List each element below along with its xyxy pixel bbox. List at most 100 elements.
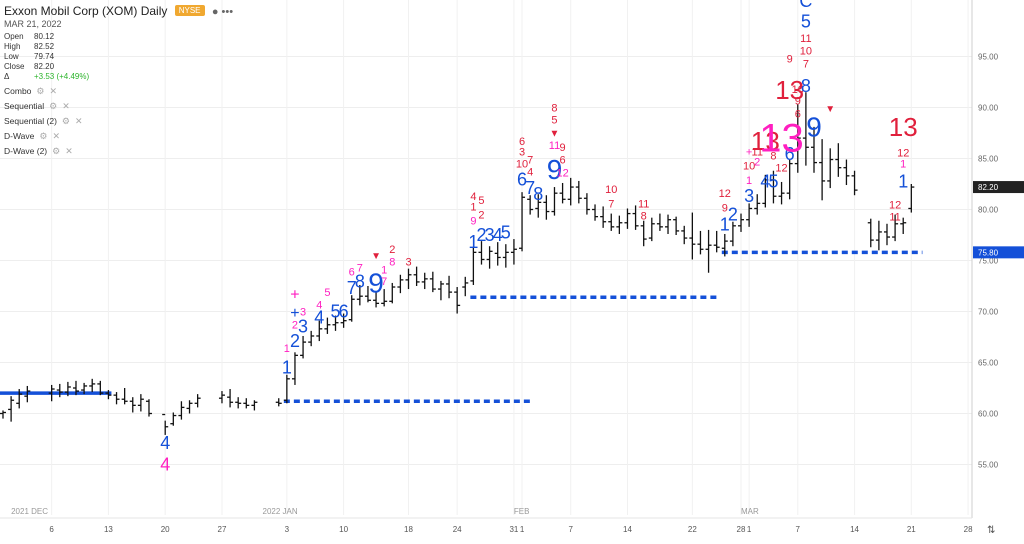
ohlc-bar <box>835 143 842 177</box>
count-label: 6 <box>519 136 525 148</box>
close-icon[interactable]: ✕ <box>75 116 83 126</box>
count-label: 1 <box>381 265 387 277</box>
count-label: 13 <box>759 117 804 161</box>
ohlc-bar <box>389 282 396 304</box>
chart-grid <box>0 0 972 515</box>
ohlc-bar <box>251 400 258 411</box>
study-d-wave[interactable]: D-Wave ⚙ ✕ <box>4 131 61 141</box>
ohlc-bar <box>494 242 501 266</box>
x-tick-label: 28 <box>737 525 746 534</box>
ohlc-bar <box>583 193 590 215</box>
ohlc-bar <box>48 384 55 402</box>
ohlc-bar <box>786 159 793 200</box>
count-label: 2 <box>389 244 395 256</box>
more-options-icon[interactable]: ● ••• <box>211 6 234 18</box>
study-combo[interactable]: Combo ⚙ ✕ <box>4 86 58 96</box>
support-lines <box>0 250 923 404</box>
count-label: 7 <box>608 198 614 210</box>
count-label: 10 <box>743 161 755 173</box>
count-label: 3 <box>744 186 754 206</box>
ohlc-close: Close 82.20 <box>4 62 55 71</box>
count-label: 9 <box>795 95 801 107</box>
count-label: 7 <box>803 59 809 71</box>
ohlc-bar <box>227 389 234 408</box>
study-sequential[interactable]: Sequential ⚙ ✕ <box>4 101 70 111</box>
count-label: + <box>290 305 299 322</box>
x-tick-label: 3 <box>285 525 290 534</box>
ohlc-bar <box>413 266 420 286</box>
ohlc-bar <box>300 335 307 359</box>
ohlc-bar <box>811 126 817 173</box>
gear-icon[interactable]: ⚙ <box>36 86 45 96</box>
ohlc-bar <box>551 187 558 216</box>
level-price-tag-text: 75.80 <box>978 248 999 257</box>
study-d-wave-2[interactable]: D-Wave (2) ⚙ ✕ <box>4 146 73 156</box>
x-tick-label: 18 <box>404 525 413 534</box>
count-label: 10 <box>605 184 617 196</box>
ohlc-bar <box>827 148 834 189</box>
ohlc-bar <box>121 388 128 405</box>
count-label: 1 <box>746 175 752 187</box>
ohlc-bar <box>194 394 201 408</box>
count-label: 2 <box>478 210 484 222</box>
count-label: 7 <box>381 276 387 288</box>
count-label: 8 <box>801 76 811 96</box>
count-label: 1 <box>720 215 730 235</box>
close-icon[interactable]: ✕ <box>62 101 70 111</box>
ohlc-bar <box>875 220 882 251</box>
ohlc-bar <box>72 380 79 396</box>
period-label: 2022 JAN <box>263 507 298 516</box>
count-label: 11 <box>549 140 560 152</box>
ohlc-bar <box>478 241 485 265</box>
study-sequential-2[interactable]: Sequential (2) ⚙ ✕ <box>4 116 83 126</box>
ohlc-bar <box>283 374 290 404</box>
count-label: 4 <box>493 225 503 245</box>
gear-icon[interactable]: ⚙ <box>52 146 61 156</box>
y-tick-label: 55.00 <box>978 461 999 470</box>
gear-icon[interactable]: ⚙ <box>39 131 48 141</box>
count-label: 1 <box>900 159 906 171</box>
count-label: 12 <box>775 163 787 175</box>
ohlc-bar <box>575 180 582 204</box>
count-label: 12 <box>889 199 901 211</box>
ohlc-bar <box>900 217 907 234</box>
count-label: 4 <box>760 172 770 192</box>
count-label: 7 <box>525 178 535 198</box>
swap-arrows-icon[interactable]: ⇅ <box>987 525 996 536</box>
close-icon[interactable]: ✕ <box>52 131 61 141</box>
ohlc-bar <box>129 397 136 413</box>
x-tick-label: 14 <box>850 525 859 534</box>
ohlc-bar <box>64 381 71 397</box>
ohlc-bar <box>364 286 371 303</box>
gear-icon[interactable]: ⚙ <box>61 116 70 126</box>
ohlc-bar <box>648 217 655 242</box>
ohlc-bar <box>640 220 647 247</box>
x-tick-label: 6 <box>49 525 54 534</box>
count-label: 11 <box>638 198 649 210</box>
count-label: 13 <box>889 112 918 142</box>
count-label: 11 <box>800 33 811 45</box>
x-tick-label: 22 <box>688 525 697 534</box>
ohlc-bar <box>56 383 63 398</box>
ohlc-bar <box>535 194 542 218</box>
x-tick-label: 21 <box>907 525 916 534</box>
count-label: 1 <box>898 172 908 192</box>
y-tick-label: 90.00 <box>978 104 999 113</box>
ohlc-bar <box>519 192 526 252</box>
ohlc-bar <box>145 399 152 417</box>
gear-icon[interactable]: ⚙ <box>49 101 58 111</box>
count-label: 4 <box>314 307 324 327</box>
ohlc-bar <box>454 287 461 314</box>
ohlc-bar <box>632 205 639 230</box>
study-list: Combo ⚙ ✕ Sequential ⚙ ✕ Sequential (2) ⚙ ✕ D-… <box>4 84 83 159</box>
close-icon[interactable]: ✕ <box>65 146 73 156</box>
close-icon[interactable]: ✕ <box>49 86 58 96</box>
ohlc-bar <box>721 233 728 257</box>
ohlc-bar <box>470 247 477 285</box>
ohlc-bar <box>729 221 736 247</box>
count-label: 8 <box>389 256 395 268</box>
ohlc-bar <box>81 382 88 395</box>
ohlc-bar <box>697 230 704 255</box>
